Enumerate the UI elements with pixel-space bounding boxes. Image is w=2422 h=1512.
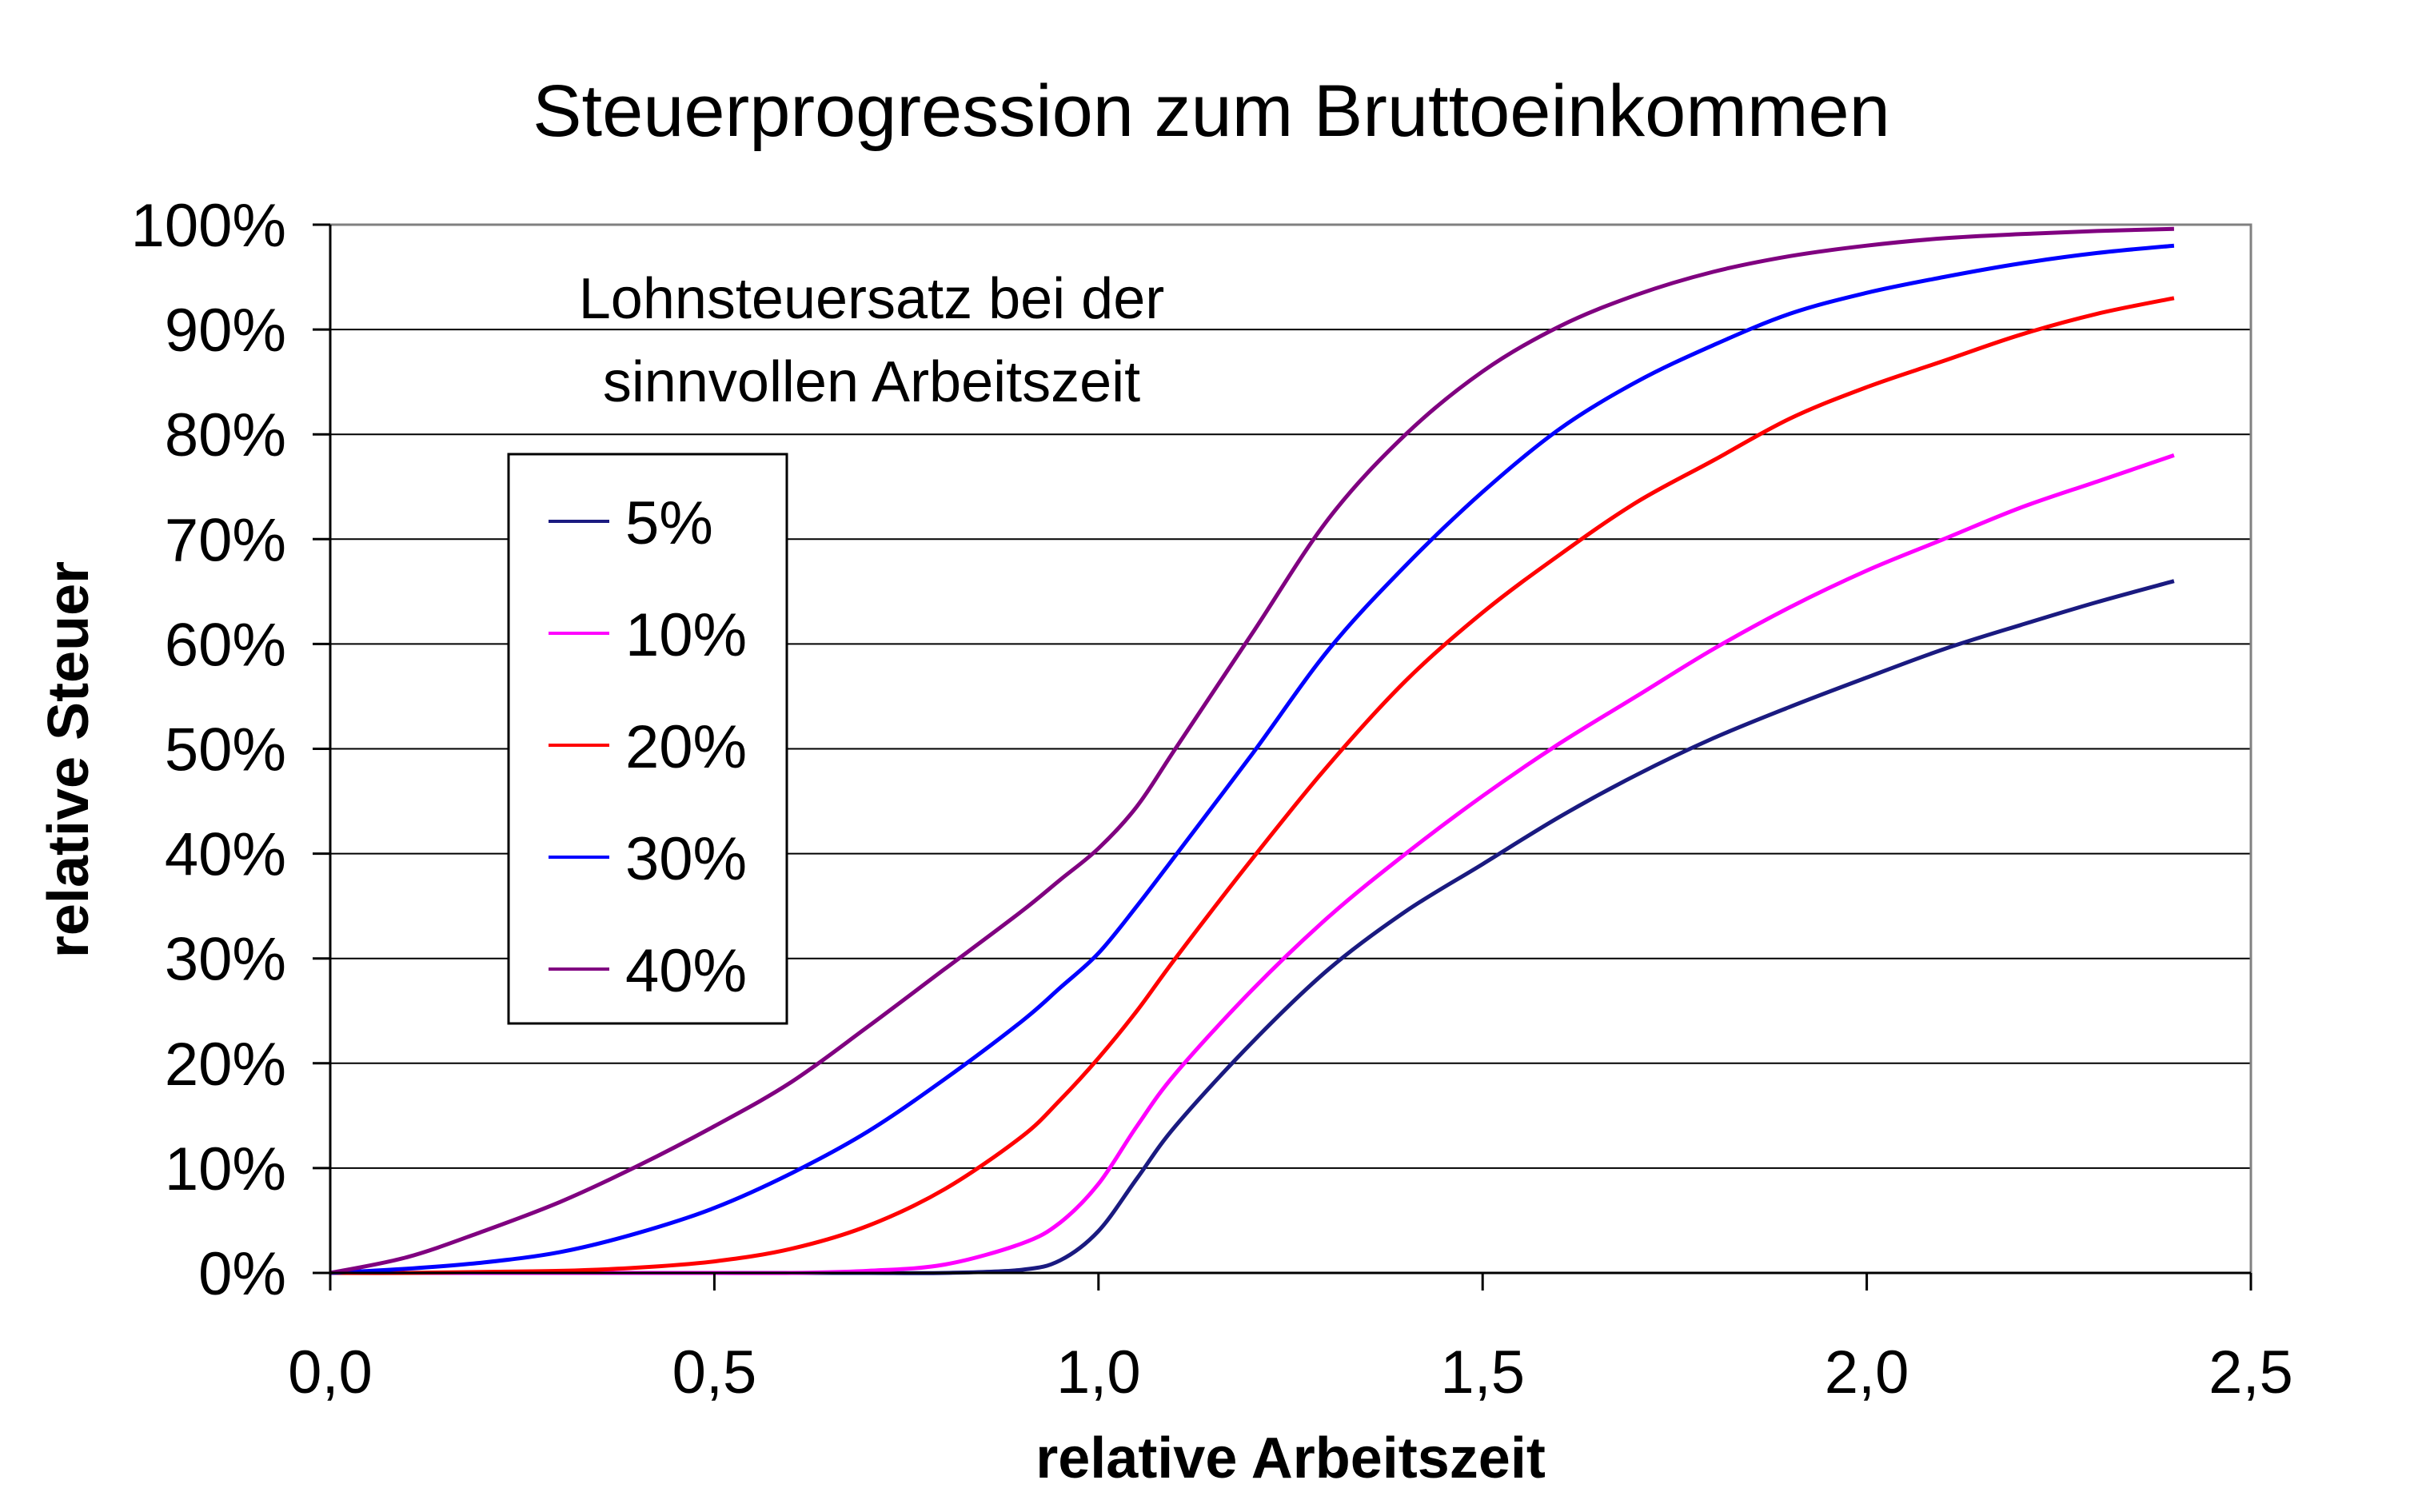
y-tick-labels: 0% 10% 20% 30% 40% 50% 60% 70% 80% 90% 100%: [131, 192, 286, 1308]
x-axis-label: relative Arbeitszeit: [1035, 1426, 1546, 1490]
y-tick-label: 60%: [165, 611, 286, 679]
legend-label: 40%: [625, 937, 747, 1005]
legend-box: [507, 453, 788, 1025]
x-tick-label: 2,5: [2209, 1338, 2293, 1406]
x-tick-label: 0,0: [288, 1338, 373, 1406]
y-tick-label: 80%: [165, 401, 286, 469]
x-tick-label: 0,5: [672, 1338, 757, 1406]
y-tick-label: 100%: [131, 192, 286, 260]
series-lines: [329, 226, 2175, 1275]
y-tick-label: 50%: [165, 716, 286, 784]
legend-label: 30%: [625, 825, 747, 893]
x-tick-label: 2,0: [1825, 1338, 1909, 1406]
y-tick-label: 0%: [198, 1240, 286, 1308]
x-tick-labels: 0,0 0,5 1,0 1,5 2,0 2,5: [288, 1338, 2293, 1406]
x-tick-label: 1,0: [1056, 1338, 1141, 1406]
axes: [313, 223, 2252, 1291]
y-axis-label: relative Steuer: [37, 561, 101, 958]
series-line-20pct: [329, 296, 2175, 1275]
y-tick-label: 20%: [165, 1031, 286, 1099]
legend-note-line-1: Lohnsteuersatz bei der: [579, 267, 1164, 331]
y-tick-label: 70%: [165, 506, 286, 574]
legend: 5% 10% 20% 30% 40%: [549, 489, 747, 1005]
y-tick-label: 90%: [165, 297, 286, 365]
legend-note-line-2: sinnvollen Arbeitszeit: [603, 350, 1140, 414]
y-tick-label: 30%: [165, 926, 286, 994]
y-tick-label: 40%: [165, 821, 286, 889]
chart-title: Steuerprogression zum Bruttoeinkommen: [533, 70, 1890, 152]
series-line-30pct: [329, 243, 2175, 1275]
series-line-40pct: [329, 226, 2174, 1275]
y-tick-label: 10%: [165, 1135, 286, 1203]
legend-label: 5%: [625, 489, 713, 557]
legend-label: 10%: [625, 601, 747, 669]
x-tick-label: 1,5: [1440, 1338, 1525, 1406]
legend-label: 20%: [625, 713, 747, 781]
